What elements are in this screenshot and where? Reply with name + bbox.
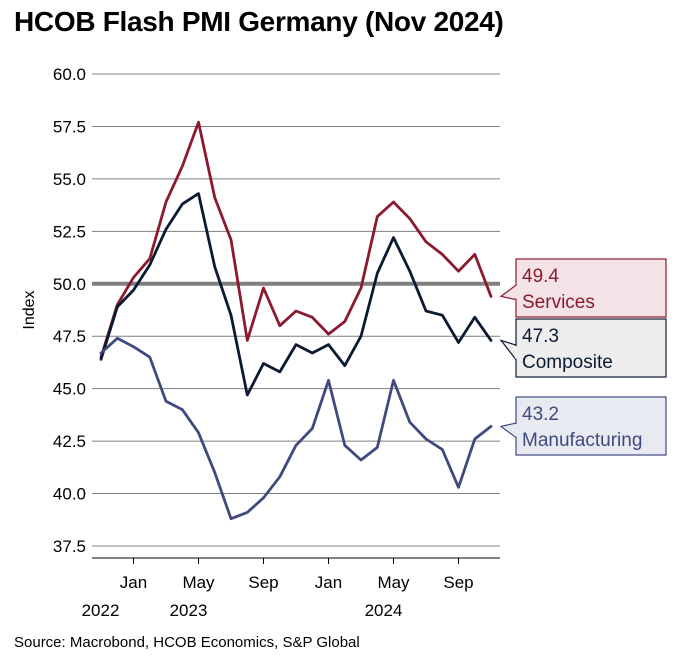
x-tick-label: May bbox=[182, 573, 215, 592]
callout-composite: 47.3 Composite bbox=[499, 318, 667, 378]
y-tick-label: 37.5 bbox=[53, 537, 86, 556]
y-tick-label: 42.5 bbox=[53, 432, 86, 451]
series-callouts: 49.4 Services 47.3 Composite 43.2 Manufacturi… bbox=[499, 258, 667, 456]
series-line-manufacturing bbox=[99, 336, 493, 521]
callout-manufacturing: 43.2 Manufacturing bbox=[499, 396, 667, 456]
x-tick-label: Sep bbox=[443, 573, 473, 592]
y-tick-label: 50.0 bbox=[53, 275, 86, 294]
callout-services: 49.4 Services bbox=[499, 258, 667, 318]
callout-series-name: Manufacturing bbox=[522, 430, 642, 451]
x-year-label: 2024 bbox=[365, 601, 403, 620]
x-tick-label: May bbox=[377, 573, 410, 592]
x-tick-label: Sep bbox=[248, 573, 278, 592]
series-lines bbox=[99, 120, 493, 521]
y-tick-label: 40.0 bbox=[53, 485, 86, 504]
x-tick-label: Jan bbox=[315, 573, 342, 592]
y-tick-label: 52.5 bbox=[53, 222, 86, 241]
x-year-label: 2023 bbox=[170, 601, 208, 620]
chart-title: HCOB Flash PMI Germany (Nov 2024) bbox=[14, 6, 504, 37]
callout-series-name: Services bbox=[522, 292, 595, 313]
callout-box bbox=[515, 258, 667, 318]
y-axis-label: Index bbox=[21, 290, 38, 329]
x-year-label: 2022 bbox=[82, 601, 120, 620]
callout-value: 43.2 bbox=[522, 404, 559, 425]
series-line-composite bbox=[99, 192, 493, 397]
callout-pointer bbox=[499, 339, 517, 362]
callout-value: 49.4 bbox=[522, 266, 559, 287]
series-line-services bbox=[99, 120, 493, 359]
callout-pointer bbox=[499, 422, 517, 439]
y-tick-label: 45.0 bbox=[53, 380, 86, 399]
callout-box bbox=[515, 396, 667, 456]
y-axis-ticks: 37.5 40.0 42.5 45.0 47.5 50.0 52.5 55.0 57.5 60.0 bbox=[53, 65, 86, 556]
callout-series-name: Composite bbox=[522, 352, 613, 373]
y-tick-label: 57.5 bbox=[53, 117, 86, 136]
y-tick-label: 60.0 bbox=[53, 65, 86, 84]
y-tick-label: 47.5 bbox=[53, 327, 86, 346]
x-tick-label: Jan bbox=[120, 573, 147, 592]
callout-value: 47.3 bbox=[522, 326, 559, 347]
y-tick-label: 55.0 bbox=[53, 170, 86, 189]
source-note: Source: Macrobond, HCOB Economics, S&P G… bbox=[14, 634, 360, 651]
callout-pointer bbox=[499, 283, 517, 301]
